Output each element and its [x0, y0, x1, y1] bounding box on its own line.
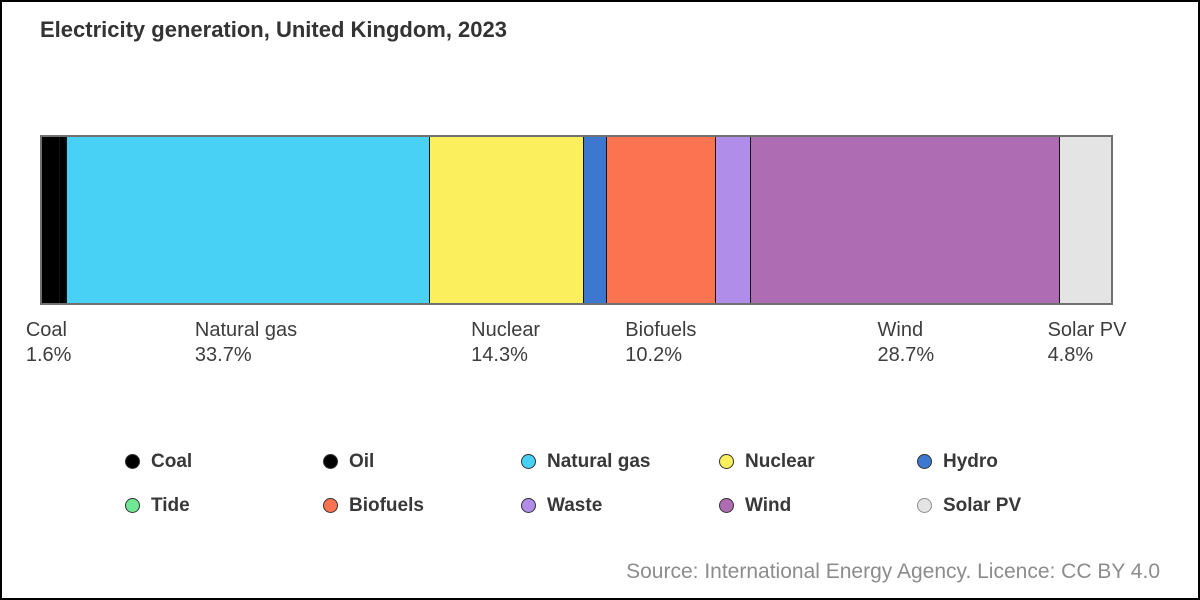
bar-segment-coal[interactable]: [42, 137, 60, 303]
legend-swatch-icon: [125, 454, 140, 469]
legend-item-nuclear[interactable]: Nuclear: [719, 448, 917, 475]
segment-label-value: 10.2%: [625, 344, 682, 366]
segment-label-biofuels: Biofuels 10.2%: [625, 318, 696, 368]
stacked-bar: [40, 135, 1113, 305]
bar-segment-hydro[interactable]: [582, 137, 606, 303]
legend-item-label: Wind: [745, 494, 792, 516]
legend-item-label: Natural gas: [547, 450, 651, 472]
bar-segment-wind[interactable]: [749, 137, 1060, 303]
bar-segment-natural-gas[interactable]: [65, 137, 429, 303]
legend-item-waste[interactable]: Waste: [521, 492, 719, 519]
segment-label-coal: Coal 1.6%: [26, 318, 72, 368]
legend-item-oil[interactable]: Oil: [323, 448, 521, 475]
bar-segment-biofuels[interactable]: [605, 137, 716, 303]
segment-label-name: Natural gas: [194, 319, 298, 341]
segment-label-name: Solar PV: [1047, 319, 1127, 341]
segment-label-name: Coal: [25, 319, 67, 341]
legend-item-label: Biofuels: [349, 494, 424, 516]
segment-label-natural-gas: Natural gas 33.7%: [195, 318, 297, 368]
segment-label-solar-pv: Solar PV 4.8%: [1048, 318, 1127, 368]
legend-item-label: Tide: [151, 494, 190, 516]
legend-item-label: Hydro: [943, 450, 998, 472]
segment-label-wind: Wind 28.7%: [878, 318, 935, 368]
segment-label-value: 1.6%: [25, 344, 72, 366]
legend-item-coal[interactable]: Coal: [125, 448, 323, 475]
segment-label-name: Nuclear: [471, 319, 541, 341]
legend-item-biofuels[interactable]: Biofuels: [323, 492, 521, 519]
legend-item-label: Oil: [349, 450, 375, 472]
legend-item-label: Solar PV: [943, 494, 1022, 516]
legend-item-label: Waste: [547, 494, 603, 516]
segment-label-name: Wind: [877, 319, 924, 341]
segment-labels: Coal 1.6% Natural gas 33.7% Nuclear 14.3% Biof…: [26, 318, 1127, 374]
segment-label-value: 14.3%: [471, 344, 528, 366]
bar-segment-waste[interactable]: [715, 137, 750, 303]
bar-segment-nuclear[interactable]: [428, 137, 583, 303]
page-title: Electricity generation, United Kingdom, …: [40, 17, 507, 42]
segment-label-name: Biofuels: [625, 319, 697, 341]
legend-item-solar-pv[interactable]: Solar PV: [917, 492, 1115, 519]
legend: Coal Oil Natural gas Nuclear Hydro Tide Biofue…: [125, 448, 1115, 519]
legend-swatch-icon: [719, 454, 734, 469]
legend-swatch-icon: [917, 454, 932, 469]
bar-segment-solar-pv[interactable]: [1059, 137, 1111, 303]
legend-swatch-icon: [521, 498, 536, 513]
legend-item-label: Nuclear: [745, 450, 815, 472]
legend-item-label: Coal: [151, 450, 193, 472]
legend-swatch-icon: [719, 498, 734, 513]
legend-swatch-icon: [521, 454, 536, 469]
bar-segment-oil[interactable]: [59, 137, 66, 303]
segment-label-value: 28.7%: [877, 344, 935, 366]
source-attribution: Source: International Energy Agency. Lic…: [626, 560, 1160, 583]
segment-label-value: 33.7%: [194, 344, 252, 366]
legend-item-wind[interactable]: Wind: [719, 492, 917, 519]
segment-label-nuclear: Nuclear 14.3%: [471, 318, 540, 368]
legend-swatch-icon: [323, 454, 338, 469]
legend-swatch-icon: [323, 498, 338, 513]
legend-item-natural-gas[interactable]: Natural gas: [521, 448, 719, 475]
segment-label-value: 4.8%: [1047, 344, 1094, 366]
legend-swatch-icon: [917, 498, 932, 513]
legend-item-tide[interactable]: Tide: [125, 492, 323, 519]
legend-swatch-icon: [125, 498, 140, 513]
legend-item-hydro[interactable]: Hydro: [917, 448, 1115, 475]
